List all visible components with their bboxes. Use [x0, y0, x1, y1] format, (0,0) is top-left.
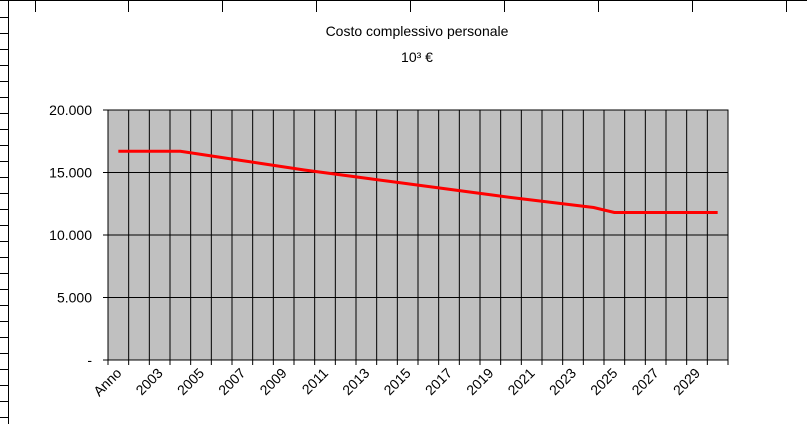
- data-line: [118, 149, 718, 214]
- x-tick-label: 2019: [463, 365, 496, 398]
- y-tick-label: 15.000: [49, 165, 92, 181]
- x-tick-label: 2017: [422, 365, 455, 398]
- chart-subtitle: 10³ €: [401, 49, 433, 65]
- x-tick-label: 2007: [215, 365, 248, 398]
- y-tick-label: 10.000: [49, 227, 92, 243]
- y-tick-label: 5.000: [57, 290, 92, 306]
- y-tick-label: -: [87, 352, 92, 368]
- x-tick-label: 2027: [628, 365, 661, 398]
- x-tick-label: 2015: [380, 365, 413, 398]
- x-tick-label: 2025: [587, 365, 620, 398]
- y-tick-label: 20.000: [49, 102, 92, 118]
- x-tick-label: 2029: [670, 365, 703, 398]
- chart-title: Costo complessivo personale: [326, 23, 509, 39]
- x-tick-label: 2009: [256, 365, 289, 398]
- x-tick-label: 2011: [299, 365, 332, 398]
- x-tick-label: 2003: [132, 365, 165, 398]
- x-tick-label: 2013: [339, 365, 372, 398]
- x-tick-label: 2021: [504, 365, 537, 398]
- x-tick-label: 2005: [174, 365, 207, 398]
- x-tick-label: 2023: [546, 365, 579, 398]
- x-tick-label: Anno: [90, 365, 125, 400]
